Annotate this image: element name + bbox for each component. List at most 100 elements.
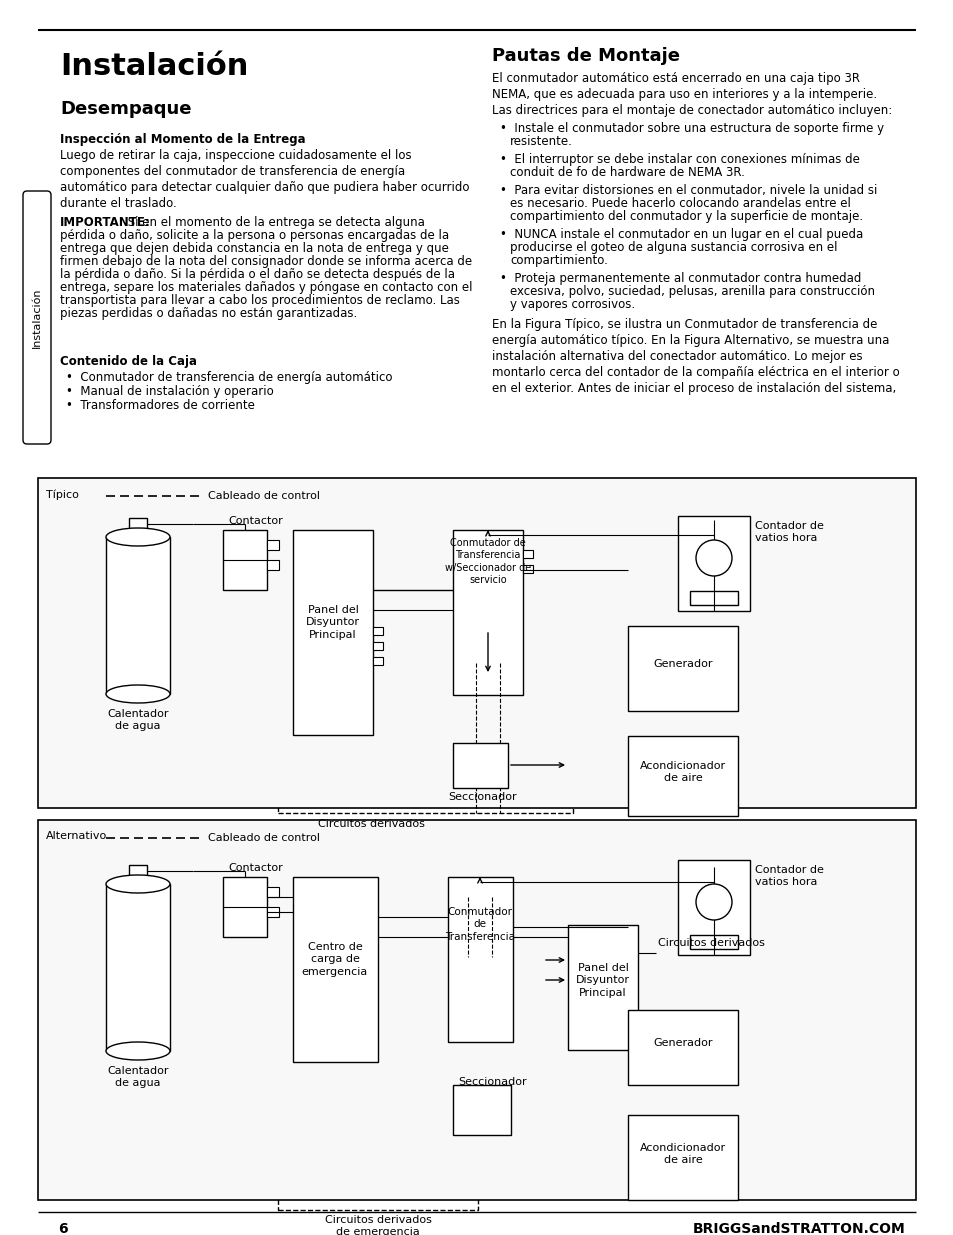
Text: Desempaque: Desempaque bbox=[60, 100, 192, 119]
Bar bbox=[627, 1115, 738, 1200]
Text: firmen debajo de la nota del consignador donde se informa acerca de: firmen debajo de la nota del consignador… bbox=[60, 254, 472, 268]
Ellipse shape bbox=[106, 529, 170, 546]
FancyBboxPatch shape bbox=[23, 191, 51, 445]
Text: entrega, separe los materiales dañados y póngase en contacto con el: entrega, separe los materiales dañados y… bbox=[60, 282, 472, 294]
Text: piezas perdidas o dañadas no están garantizadas.: piezas perdidas o dañadas no están garan… bbox=[60, 308, 356, 320]
Bar bbox=[453, 743, 507, 788]
Text: producirse el goteo de alguna sustancia corrosiva en el: producirse el goteo de alguna sustancia … bbox=[510, 241, 837, 254]
Text: Pautas de Montaje: Pautas de Montaje bbox=[492, 47, 679, 65]
Text: Calentador
de agua: Calentador de agua bbox=[107, 709, 169, 731]
Text: Centro de
carga de
emergencia: Centro de carga de emergencia bbox=[301, 942, 368, 977]
Bar bbox=[293, 530, 373, 735]
Bar bbox=[267, 540, 278, 550]
Bar bbox=[453, 1086, 511, 1135]
Bar bbox=[129, 517, 147, 536]
Text: BRIGGSandSTRATTON.COM: BRIGGSandSTRATTON.COM bbox=[693, 1221, 905, 1235]
Text: conduit de fo de hardware de NEMA 3R.: conduit de fo de hardware de NEMA 3R. bbox=[510, 165, 744, 179]
Text: Calentador
de agua: Calentador de agua bbox=[107, 1066, 169, 1088]
Bar bbox=[267, 906, 278, 918]
Bar bbox=[522, 564, 533, 573]
Ellipse shape bbox=[696, 884, 731, 920]
Ellipse shape bbox=[106, 1042, 170, 1060]
Bar bbox=[38, 478, 915, 808]
Bar bbox=[373, 657, 382, 664]
Bar bbox=[373, 627, 382, 635]
Bar bbox=[522, 550, 533, 558]
Ellipse shape bbox=[696, 540, 731, 576]
Text: Seccionador: Seccionador bbox=[457, 1077, 526, 1087]
Bar bbox=[223, 530, 267, 590]
Text: Circuitos derivados: Circuitos derivados bbox=[658, 939, 764, 948]
Text: •  Proteja permanentemente al conmutador contra humedad: • Proteja permanentemente al conmutador … bbox=[499, 272, 861, 285]
Text: Conmutador de
Transferencia
w/Seccionador de
servicio: Conmutador de Transferencia w/Seccionado… bbox=[444, 538, 531, 585]
Bar bbox=[38, 820, 915, 1200]
Text: Luego de retirar la caja, inspeccione cuidadosamente el los
componentes del conm: Luego de retirar la caja, inspeccione cu… bbox=[60, 149, 469, 210]
Text: Acondicionador
de aire: Acondicionador de aire bbox=[639, 761, 725, 783]
Text: Seccionador: Seccionador bbox=[448, 792, 517, 802]
Text: Contador de
vatios hora: Contador de vatios hora bbox=[754, 521, 823, 543]
Text: Alternativo: Alternativo bbox=[46, 831, 107, 841]
Text: Típico: Típico bbox=[46, 489, 79, 499]
Bar bbox=[223, 877, 267, 937]
Ellipse shape bbox=[106, 685, 170, 703]
Bar bbox=[627, 1010, 738, 1086]
Bar bbox=[277, 1055, 477, 1210]
Bar bbox=[678, 860, 749, 955]
Bar bbox=[448, 877, 513, 1042]
Bar bbox=[277, 663, 573, 813]
Bar bbox=[627, 736, 738, 816]
Text: Panel del
Disyuntor
Principal: Panel del Disyuntor Principal bbox=[576, 963, 629, 998]
Bar bbox=[373, 642, 382, 650]
Text: Contactor: Contactor bbox=[228, 863, 282, 873]
Text: compartimiento.: compartimiento. bbox=[510, 254, 607, 267]
Text: Instalación: Instalación bbox=[32, 288, 42, 348]
Text: Contador de
vatios hora: Contador de vatios hora bbox=[754, 864, 823, 888]
Bar bbox=[267, 887, 278, 897]
Text: Circuitos derivados: Circuitos derivados bbox=[317, 819, 424, 829]
Bar bbox=[267, 559, 278, 571]
Text: •  Transformadores de corriente: • Transformadores de corriente bbox=[66, 399, 254, 412]
Text: entrega que dejen debida constancia en la nota de entrega y que: entrega que dejen debida constancia en l… bbox=[60, 242, 449, 254]
Text: El conmutador automático está encerrado en una caja tipo 3R
NEMA, que es adecuad: El conmutador automático está encerrado … bbox=[492, 72, 891, 117]
Bar bbox=[293, 877, 377, 1062]
Bar bbox=[567, 925, 638, 1050]
Text: Instalación: Instalación bbox=[60, 52, 248, 82]
Text: Generador: Generador bbox=[653, 659, 712, 669]
Text: Cableado de control: Cableado de control bbox=[208, 492, 319, 501]
Text: •  NUNCA instale el conmutador en un lugar en el cual pueda: • NUNCA instale el conmutador en un luga… bbox=[499, 228, 862, 241]
Text: IMPORTANTE:: IMPORTANTE: bbox=[60, 216, 151, 228]
Bar bbox=[689, 592, 738, 605]
Text: •  El interruptor se debe instalar con conexiones mínimas de: • El interruptor se debe instalar con co… bbox=[499, 153, 859, 165]
Bar bbox=[689, 935, 738, 948]
Bar bbox=[627, 626, 738, 711]
Text: •  Manual de instalación y operario: • Manual de instalación y operario bbox=[66, 385, 274, 398]
Text: es necesario. Puede hacerlo colocando arandelas entre el: es necesario. Puede hacerlo colocando ar… bbox=[510, 198, 850, 210]
Text: Si en el momento de la entrega se detecta alguna: Si en el momento de la entrega se detect… bbox=[124, 216, 424, 228]
Text: Conmutador
de
Transferencia: Conmutador de Transferencia bbox=[444, 906, 515, 942]
Text: transportista para llevar a cabo los procedimientos de reclamo. Las: transportista para llevar a cabo los pro… bbox=[60, 294, 459, 308]
Text: •  Conmutador de transferencia de energía automático: • Conmutador de transferencia de energía… bbox=[66, 370, 392, 384]
Text: y vapores corrosivos.: y vapores corrosivos. bbox=[510, 298, 635, 311]
Text: •  Para evitar distorsiones en el conmutador, nivele la unidad si: • Para evitar distorsiones en el conmuta… bbox=[499, 184, 877, 198]
Text: Inspección al Momento de la Entrega: Inspección al Momento de la Entrega bbox=[60, 133, 305, 146]
Bar bbox=[453, 530, 522, 695]
Text: Circuitos derivados
de emergencia: Circuitos derivados de emergencia bbox=[324, 1215, 431, 1235]
Text: excesiva, polvo, suciedad, pelusas, arenilla para construcción: excesiva, polvo, suciedad, pelusas, aren… bbox=[510, 285, 874, 298]
Text: Contenido de la Caja: Contenido de la Caja bbox=[60, 354, 196, 368]
Text: 6: 6 bbox=[58, 1221, 68, 1235]
Text: Acondicionador
de aire: Acondicionador de aire bbox=[639, 1144, 725, 1166]
Text: Panel del
Disyuntor
Principal: Panel del Disyuntor Principal bbox=[306, 605, 359, 640]
Bar bbox=[678, 516, 749, 611]
Text: Contactor: Contactor bbox=[228, 516, 282, 526]
Bar bbox=[106, 884, 170, 1051]
Text: la pérdida o daño. Si la pérdida o el daño se detecta después de la: la pérdida o daño. Si la pérdida o el da… bbox=[60, 268, 455, 282]
Text: pérdida o daño, solicite a la persona o personas encargadas de la: pérdida o daño, solicite a la persona o … bbox=[60, 228, 449, 242]
Text: Cableado de control: Cableado de control bbox=[208, 832, 319, 844]
Text: Generador: Generador bbox=[653, 1037, 712, 1049]
Text: En la Figura Típico, se ilustra un Conmutador de transferencia de
energía automá: En la Figura Típico, se ilustra un Conmu… bbox=[492, 317, 899, 395]
Bar bbox=[106, 537, 170, 694]
Bar bbox=[129, 864, 147, 883]
Ellipse shape bbox=[106, 876, 170, 893]
Text: compartimiento del conmutador y la superficie de montaje.: compartimiento del conmutador y la super… bbox=[510, 210, 862, 224]
Text: resistente.: resistente. bbox=[510, 135, 572, 148]
